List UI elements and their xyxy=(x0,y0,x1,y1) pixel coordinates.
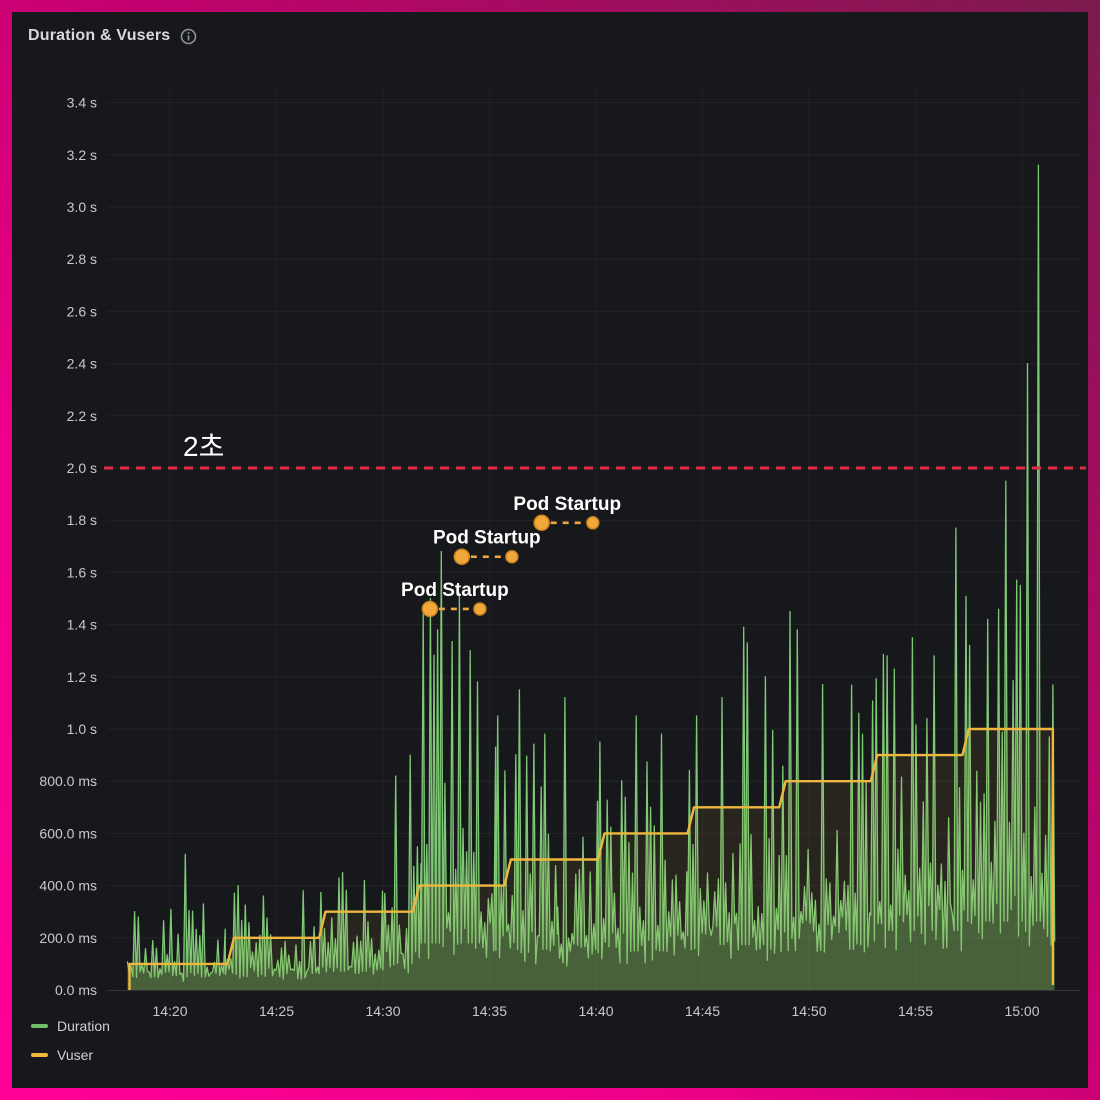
duration-series xyxy=(126,164,1056,990)
y-tick-label: 2.2 s xyxy=(67,408,97,424)
y-tick-label: 200.0 ms xyxy=(39,930,97,946)
x-tick-label: 14:45 xyxy=(685,1003,720,1019)
legend-item-duration[interactable]: Duration xyxy=(31,1018,110,1034)
x-tick-label: 14:35 xyxy=(472,1003,507,1019)
y-tick-label: 0.0 ms xyxy=(55,982,97,998)
panel-title[interactable]: Duration & Vusers xyxy=(28,27,171,44)
y-tick-label: 1.2 s xyxy=(67,669,97,685)
y-tick-label: 2.8 s xyxy=(67,251,97,267)
y-tick-label: 2.4 s xyxy=(67,356,97,372)
y-axis-tick-labels: 3.4 s 3.2 s 3.0 s 2.8 s 2.6 s 2.4 s 2.2 s 2.0 s… xyxy=(39,95,97,998)
y-tick-label: 2.0 s xyxy=(67,460,97,476)
x-axis-tick-labels: 14:20 14:25 14:30 14:35 14:40 14:45 14:50 14:55… xyxy=(152,1003,1039,1019)
x-tick-label: 14:25 xyxy=(259,1003,294,1019)
y-tick-label: 800.0 ms xyxy=(39,773,97,789)
panel-header: Duration & Vusers xyxy=(28,27,197,45)
y-tick-label: 1.8 s xyxy=(67,512,97,528)
annotation-pod-startup-2: Pod Startup xyxy=(513,494,621,532)
info-circle-icon[interactable] xyxy=(180,28,197,45)
y-tick-label: 600.0 ms xyxy=(39,825,97,841)
vuser-legend-label: Vuser xyxy=(57,1047,94,1063)
annotation-label: Pod Startup xyxy=(513,494,621,515)
y-tick-label: 1.4 s xyxy=(67,617,97,633)
y-tick-label: 2.6 s xyxy=(67,303,97,319)
annotation-end-dot[interactable] xyxy=(586,516,600,530)
annotation-pod-startup-0: Pod Startup xyxy=(401,580,509,618)
x-tick-label: 14:40 xyxy=(578,1003,613,1019)
duration-line xyxy=(126,164,1056,982)
threshold-line-group: 2초 xyxy=(104,431,1086,470)
pod-startup-annotations: Pod Startup Pod Startup Pod Startup xyxy=(401,494,621,618)
duration-swatch xyxy=(31,1024,48,1028)
y-tick-label: 3.0 s xyxy=(67,199,97,215)
x-tick-label: 14:20 xyxy=(152,1003,187,1019)
time-series-chart[interactable]: 2초 Pod Startup Pod Startup Pod Startup 3.4… xyxy=(12,12,1088,1088)
annotation-label: Pod Startup xyxy=(401,580,509,601)
annotation-start-dot[interactable] xyxy=(421,600,439,618)
duration-legend-label: Duration xyxy=(57,1018,110,1034)
chart-legend: Duration Vuser xyxy=(31,1018,110,1063)
x-tick-label: 14:30 xyxy=(365,1003,400,1019)
vuser-step-line xyxy=(128,727,1055,990)
annotation-end-dot[interactable] xyxy=(473,602,487,616)
y-tick-label: 3.4 s xyxy=(67,95,97,111)
grafana-panel: Duration & Vusers 2초 Pod Startup Pod Star… xyxy=(12,12,1088,1088)
annotation-label: Pod Startup xyxy=(433,528,541,549)
annotation-end-dot[interactable] xyxy=(505,549,519,564)
threshold-label: 2초 xyxy=(183,431,224,462)
x-tick-label: 14:55 xyxy=(898,1003,933,1019)
vuser-series xyxy=(128,727,1055,990)
vuser-swatch xyxy=(31,1053,48,1057)
y-tick-label: 400.0 ms xyxy=(39,878,97,894)
y-tick-label: 3.2 s xyxy=(67,147,97,163)
x-tick-label: 15:00 xyxy=(1004,1003,1039,1019)
legend-item-vuser[interactable]: Vuser xyxy=(31,1047,110,1063)
y-tick-label: 1.0 s xyxy=(67,721,97,737)
annotation-start-dot[interactable] xyxy=(453,548,471,565)
annotation-start-dot[interactable] xyxy=(533,514,550,532)
annotation-pod-startup-1: Pod Startup xyxy=(433,528,541,565)
y-tick-label: 1.6 s xyxy=(67,564,97,580)
x-tick-label: 14:50 xyxy=(791,1003,826,1019)
